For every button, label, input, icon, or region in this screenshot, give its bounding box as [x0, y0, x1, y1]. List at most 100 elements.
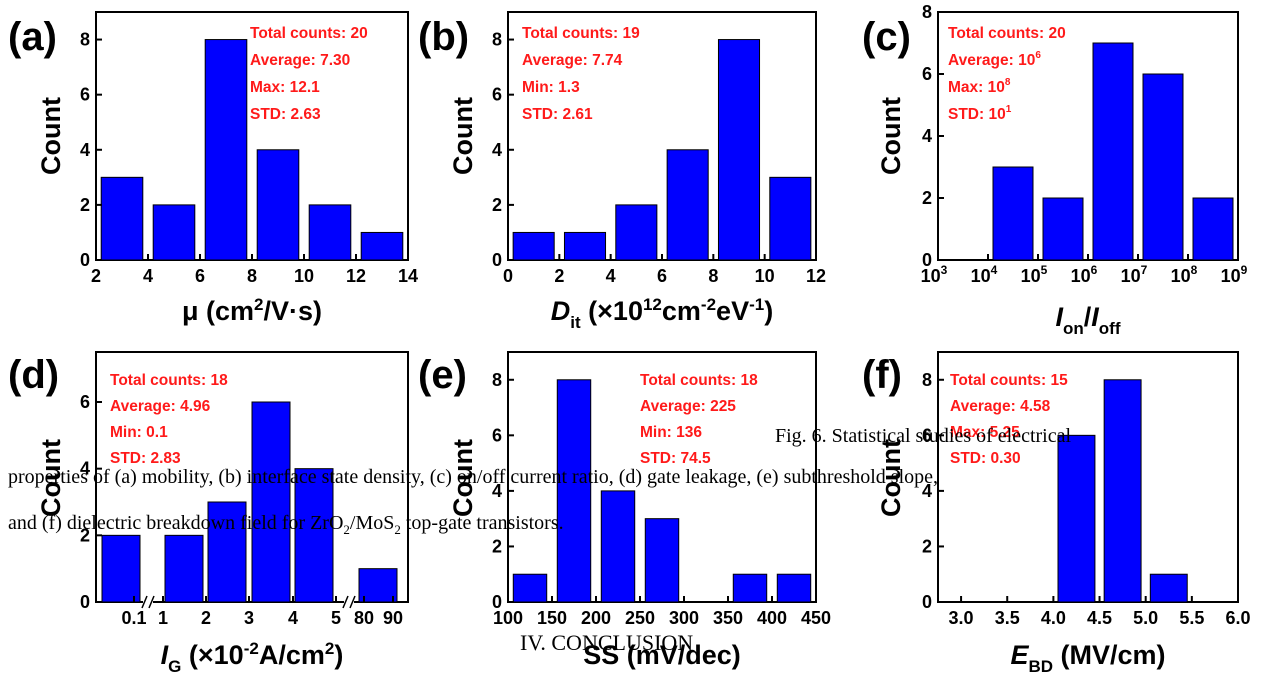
x-tick-label: 14 — [398, 266, 418, 286]
y-tick-label: 6 — [922, 425, 932, 445]
x-tick-label: 6 — [657, 266, 667, 286]
stat-total-a: Total counts: 20 — [250, 25, 368, 42]
bar — [1103, 379, 1142, 603]
x-tick-label: 12 — [346, 266, 366, 286]
bar — [776, 573, 812, 603]
bar — [308, 204, 352, 261]
bar — [207, 501, 247, 603]
bar — [164, 534, 204, 603]
stat-min-b: Min: 1.3 — [522, 79, 580, 96]
x-tick-label: 4.5 — [1087, 608, 1112, 628]
x-tick-label: 103 — [921, 263, 948, 286]
y-axis-title-d: Count — [36, 439, 66, 517]
y-tick-label: 2 — [492, 195, 502, 215]
y-axis-title-e: Count — [448, 439, 478, 517]
stats-box-f: Total counts: 15 Average: 4.58 Max: 5.25… — [950, 372, 1068, 467]
bars-e — [512, 379, 812, 603]
stat-std-a: STD: 2.63 — [250, 106, 321, 123]
x-tick-label: 300 — [669, 608, 699, 628]
y-tick-label: 6 — [80, 85, 90, 105]
y-tick-label: 4 — [80, 140, 90, 160]
x-axis-title-f: EBD (MV/cm) — [1010, 640, 1165, 676]
bar — [615, 204, 658, 261]
bar — [100, 176, 144, 261]
bar — [512, 231, 555, 261]
x-tick-label: 12 — [806, 266, 826, 286]
figure-caption-line-2: properties of (a) mobility, (b) interfac… — [8, 466, 939, 488]
panel-f: (f) 3.0 3.5 4.0 4.5 5.0 5.5 6.0 0 2 4 6 8 Count EBD… — [862, 351, 1251, 676]
bar — [360, 231, 404, 261]
y-tick-label: 2 — [80, 195, 90, 215]
x-tick-label: 250 — [625, 608, 655, 628]
stat-std-e: STD: 74.5 — [640, 450, 711, 467]
y-tick-label: 2 — [80, 525, 90, 545]
bar — [644, 518, 680, 603]
axis-break-mark — [349, 595, 356, 609]
bar — [1057, 434, 1096, 603]
panel-label-b: (b) — [418, 15, 469, 59]
bar — [600, 490, 636, 603]
ticks-e: 100 150 200 250 300 350 400 450 0 2 4 6 8 — [492, 370, 831, 628]
figure-caption-line-1: Fig. 6. Statistical studies of electrica… — [775, 425, 1072, 447]
bars-a — [100, 39, 404, 261]
bar — [563, 231, 607, 261]
x-axis-title-d: IG (×10-2A/cm2) — [161, 639, 344, 676]
stat-std-d: STD: 2.83 — [110, 450, 181, 467]
x-tick-label: 6 — [195, 266, 205, 286]
panel-b: (b) 0 2 4 6 8 10 12 0 2 4 6 8 Count Dit (×1012cm-2e… — [418, 11, 826, 332]
y-tick-label: 6 — [492, 85, 502, 105]
x-tick-label: 200 — [581, 608, 611, 628]
bar — [256, 149, 300, 261]
panel-label-d: (d) — [8, 353, 59, 397]
panel-label-c: (c) — [862, 15, 911, 59]
x-tick-label: 8 — [708, 266, 718, 286]
y-tick-label: 6 — [922, 64, 932, 84]
stat-std-f: STD: 0.30 — [950, 450, 1021, 467]
bar — [251, 401, 291, 603]
ticks-b: 0 2 4 6 8 10 12 0 2 4 6 8 — [492, 30, 826, 286]
axis-break-gap — [143, 596, 153, 608]
x-tick-label: 109 — [1221, 263, 1248, 286]
y-tick-label: 0 — [492, 250, 502, 270]
stat-min-d: Min: 0.1 — [110, 424, 168, 441]
y-tick-label: 2 — [922, 188, 932, 208]
y-tick-label: 6 — [80, 392, 90, 412]
x-tick-label: 8 — [247, 266, 257, 286]
x-tick-label: 3 — [244, 608, 254, 628]
bars-d — [101, 401, 398, 603]
ticks-d: 0.1 1 2 3 4 5 80 90 0 2 4 6 — [80, 392, 403, 628]
x-tick-label: 105 — [1021, 263, 1048, 286]
panel-label-e: (e) — [418, 353, 467, 397]
bars-b — [512, 39, 812, 261]
x-tick-label: 3.0 — [949, 608, 974, 628]
x-tick-label: 80 — [354, 608, 374, 628]
y-tick-label: 8 — [922, 2, 932, 22]
stat-max-a: Max: 12.1 — [250, 79, 320, 96]
bars-c — [992, 42, 1234, 261]
x-tick-label: 4.0 — [1041, 608, 1066, 628]
y-axis-title-b: Count — [448, 97, 478, 175]
panel-label-a: (a) — [8, 15, 57, 59]
panel-label-f: (f) — [862, 353, 902, 397]
stat-average-c: Average: 106 — [948, 50, 1041, 69]
stat-average-d: Average: 4.96 — [110, 398, 211, 415]
y-tick-label: 8 — [492, 370, 502, 390]
y-tick-label: 8 — [492, 30, 502, 50]
stat-std-b: STD: 2.61 — [522, 106, 593, 123]
stats-box-b: Total counts: 19 Average: 7.74 Min: 1.3 … — [522, 25, 640, 123]
bar — [1192, 197, 1234, 261]
x-tick-label: 5.5 — [1179, 608, 1204, 628]
x-tick-label: 100 — [493, 608, 523, 628]
bars-f — [1057, 379, 1188, 603]
x-tick-label: 2 — [554, 266, 564, 286]
bar — [1149, 573, 1188, 603]
y-axis-title-f: Count — [876, 439, 906, 517]
x-tick-label: 2 — [201, 608, 211, 628]
y-tick-label: 0 — [922, 250, 932, 270]
x-tick-label: 10 — [294, 266, 314, 286]
y-tick-label: 0 — [80, 250, 90, 270]
x-tick-label: 6.0 — [1225, 608, 1250, 628]
x-tick-label: 4 — [288, 608, 298, 628]
